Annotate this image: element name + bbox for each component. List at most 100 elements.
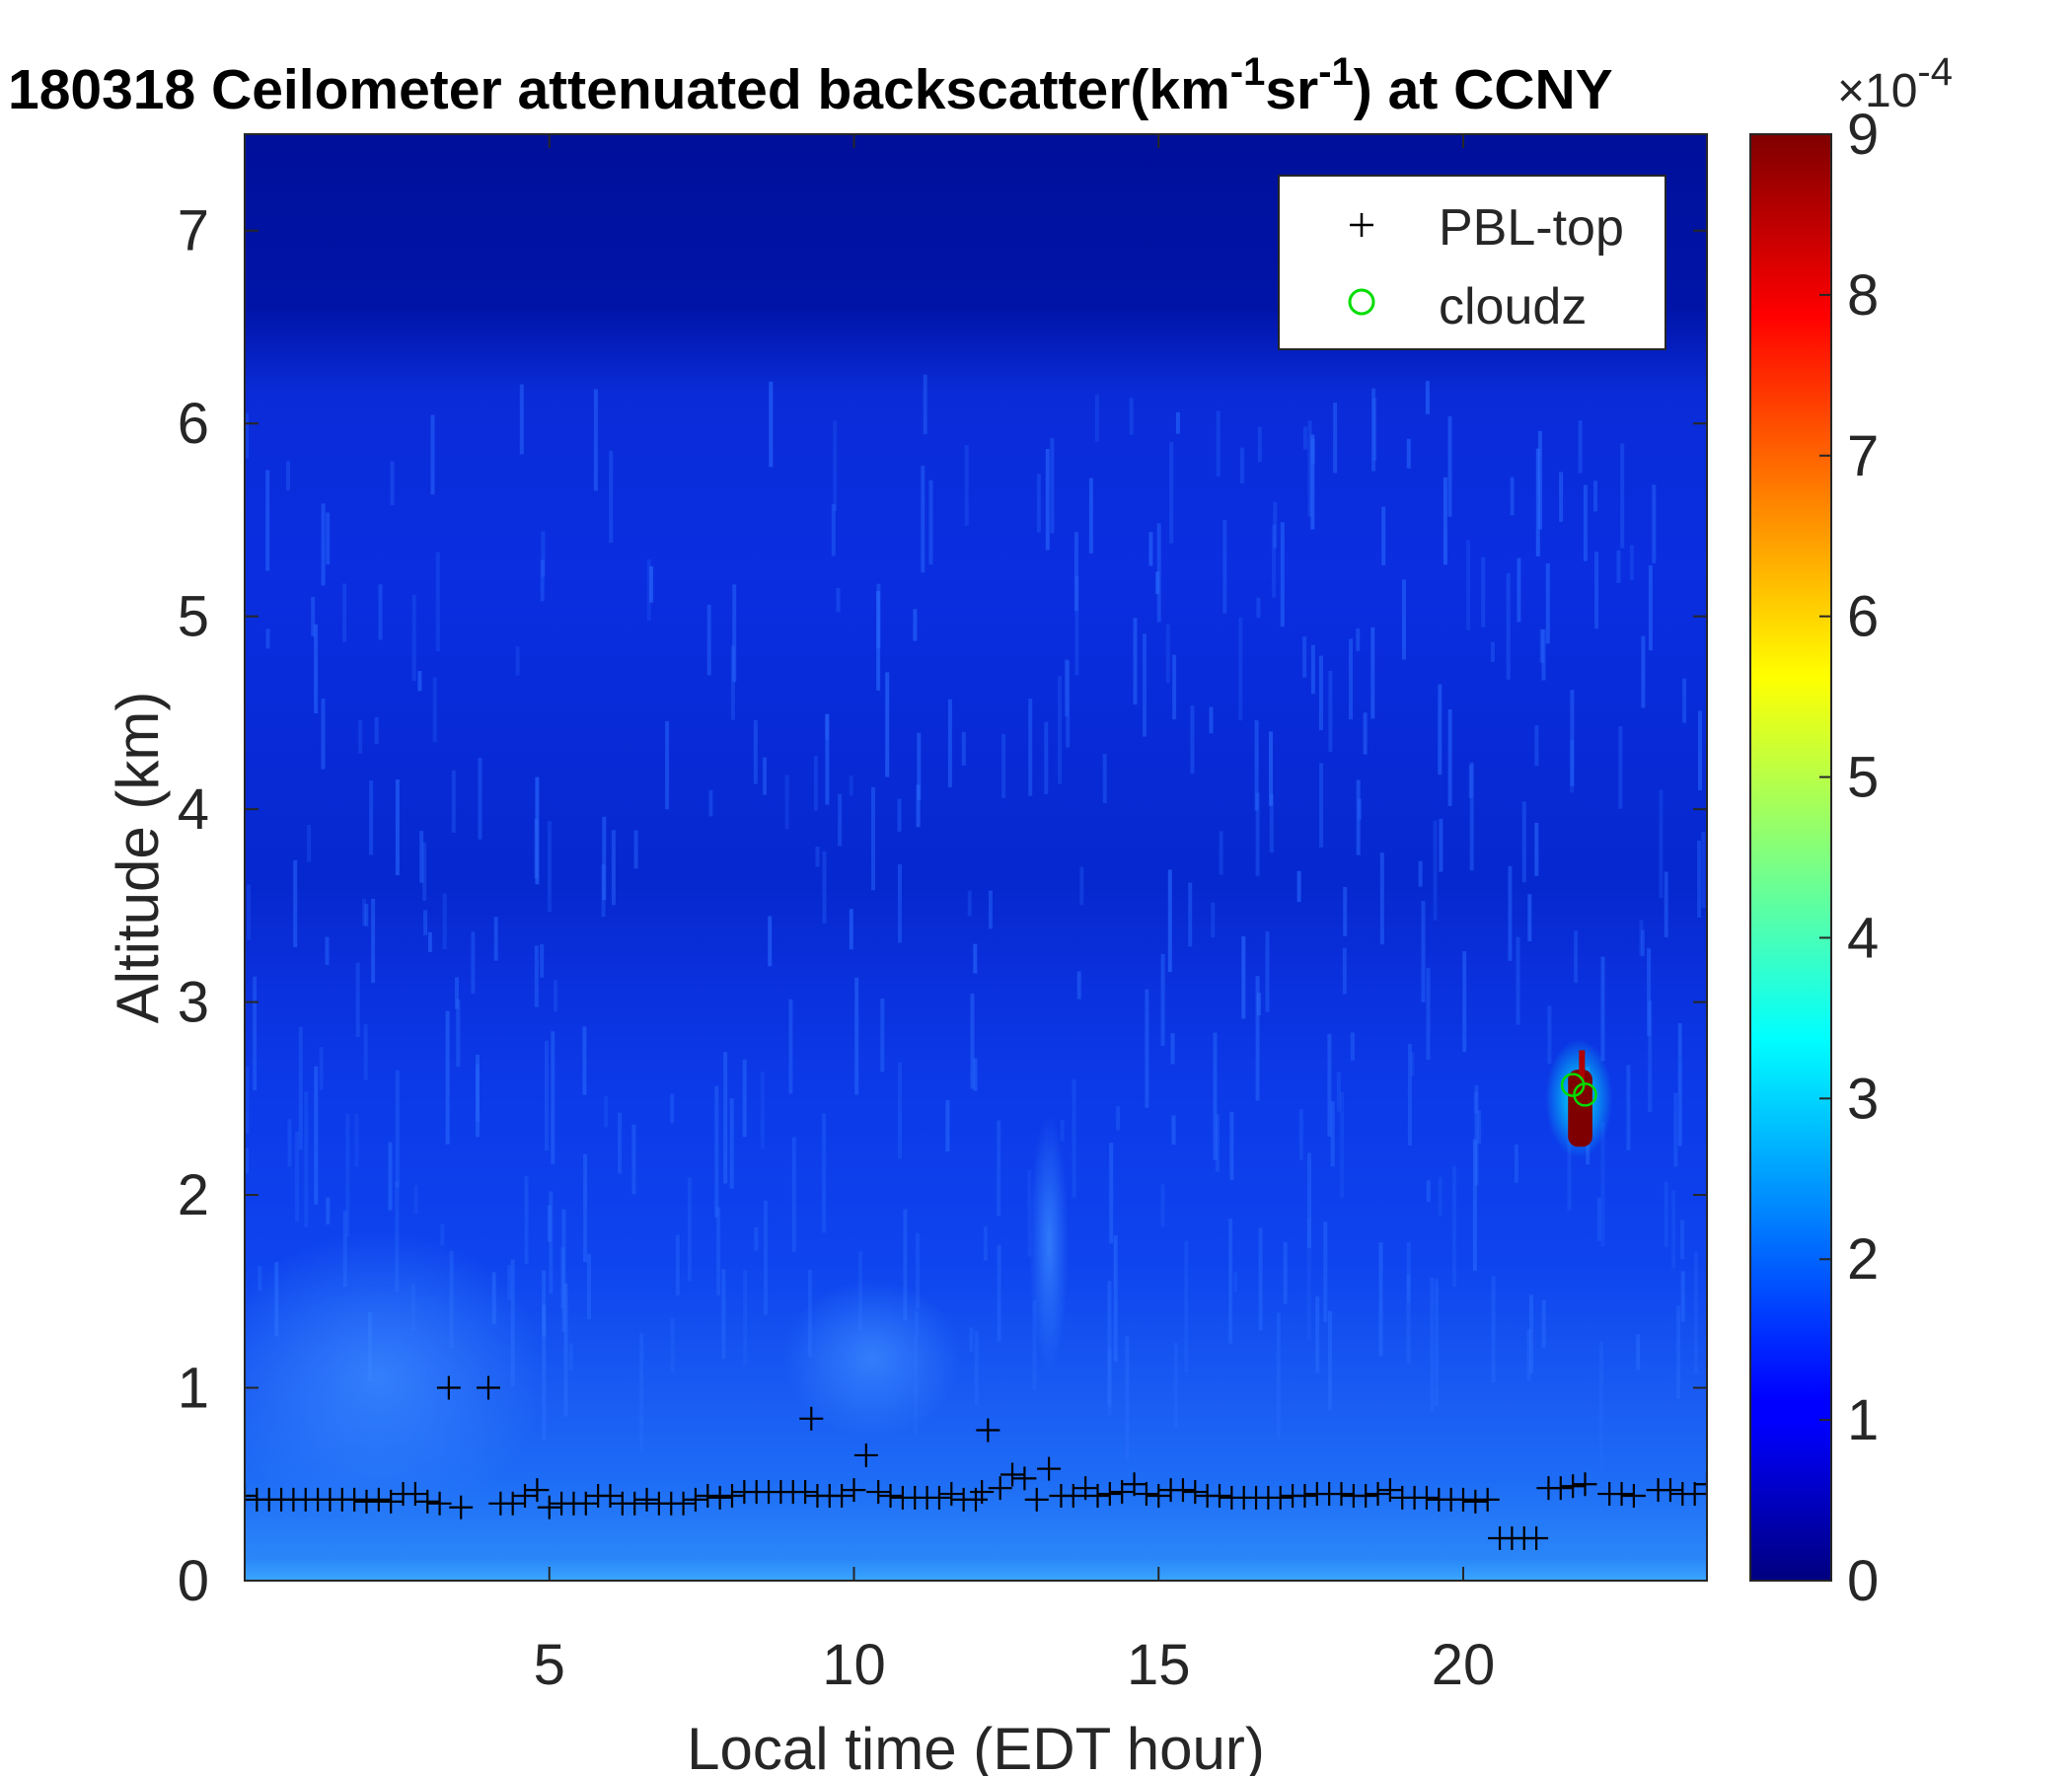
field-streak bbox=[1107, 1348, 1112, 1415]
field-streak bbox=[1406, 438, 1411, 469]
pbl-top-point bbox=[1208, 1483, 1231, 1508]
colorbar-tick-label: 5 bbox=[1847, 746, 1879, 810]
colorbar-tick-label: 8 bbox=[1847, 263, 1879, 328]
colorbar-tick-label: 1 bbox=[1847, 1388, 1879, 1452]
pbl-top-point bbox=[1122, 1472, 1147, 1497]
field-streak bbox=[298, 1026, 303, 1150]
field-streak bbox=[947, 699, 952, 788]
field-streak bbox=[1468, 765, 1473, 798]
field-layers bbox=[245, 374, 1706, 1526]
field-streak bbox=[1626, 1065, 1631, 1150]
field-streak bbox=[1379, 852, 1384, 945]
field-streak bbox=[307, 825, 312, 862]
pbl-top-point bbox=[1561, 1474, 1586, 1499]
pbl-top-point bbox=[830, 1483, 854, 1508]
legend-pbl-label: PBL-top bbox=[1439, 199, 1624, 257]
field-streak bbox=[1594, 552, 1599, 629]
field-streak bbox=[618, 1112, 622, 1174]
field-streak bbox=[1283, 1242, 1288, 1304]
field-streak bbox=[788, 999, 793, 1094]
field-streak bbox=[587, 1253, 591, 1320]
field-streak bbox=[768, 916, 773, 967]
y-tick-label: 7 bbox=[178, 199, 209, 263]
field-aerosol-blob bbox=[1029, 1114, 1070, 1371]
field-streak bbox=[723, 1052, 728, 1184]
cloudz-point bbox=[1573, 1082, 1597, 1107]
field-streak bbox=[471, 931, 476, 995]
field-streak bbox=[1173, 1343, 1178, 1429]
field-streak bbox=[639, 1333, 644, 1450]
field-streak bbox=[1256, 597, 1261, 619]
field-streak bbox=[1167, 869, 1172, 973]
field-streak bbox=[378, 584, 383, 640]
field-streak bbox=[1064, 659, 1069, 717]
field-streak bbox=[321, 699, 326, 770]
field-streak bbox=[1435, 1279, 1440, 1407]
pbl-top-point bbox=[878, 1483, 903, 1508]
field-streak bbox=[1648, 564, 1653, 651]
field-streak bbox=[1363, 712, 1368, 755]
field-streak bbox=[1239, 447, 1244, 483]
field-streak bbox=[1001, 733, 1006, 798]
field-streak bbox=[921, 466, 925, 573]
colorbar-tick-label: 7 bbox=[1847, 424, 1879, 488]
pbl-top-point bbox=[1682, 1482, 1707, 1507]
field-streak bbox=[1693, 1252, 1698, 1373]
field-streak bbox=[390, 461, 395, 506]
field-streak bbox=[1265, 930, 1270, 1012]
x-tick-label: 10 bbox=[822, 1633, 886, 1697]
pbl-top-point bbox=[1085, 1483, 1110, 1508]
field-cloud-core bbox=[1568, 1070, 1592, 1147]
field-streak bbox=[1160, 953, 1165, 1046]
y-tick-label: 5 bbox=[178, 585, 209, 649]
field-streak bbox=[917, 732, 922, 800]
pbl-top-point bbox=[1097, 1482, 1122, 1507]
pbl-top-point bbox=[1061, 1483, 1085, 1508]
field-streak bbox=[1113, 1235, 1118, 1363]
field-streak bbox=[524, 1176, 529, 1265]
field-streak bbox=[897, 798, 902, 832]
field-streak bbox=[1652, 484, 1657, 563]
field-streak bbox=[1303, 426, 1307, 450]
field-streak bbox=[1547, 1005, 1552, 1065]
pbl-top-point bbox=[926, 1485, 951, 1510]
pbl-top-point bbox=[799, 1406, 824, 1431]
field-streak bbox=[1664, 1181, 1668, 1247]
pbl-top-point bbox=[793, 1480, 818, 1505]
field-streak bbox=[1641, 635, 1646, 708]
field-streak bbox=[1330, 1101, 1335, 1167]
field-streak bbox=[1598, 1341, 1603, 1469]
pbl-top-point bbox=[988, 1476, 1012, 1501]
field-streak bbox=[1451, 1165, 1456, 1288]
field-streak bbox=[245, 1147, 250, 1174]
field-cloud-core bbox=[1579, 1050, 1586, 1079]
pbl-top-point bbox=[513, 1483, 538, 1508]
field-streak bbox=[1145, 989, 1149, 1108]
field-streak bbox=[1045, 449, 1050, 551]
field-streak bbox=[423, 910, 428, 935]
field-streak bbox=[1310, 434, 1315, 530]
pbl-top-point bbox=[623, 1491, 647, 1516]
field-streak bbox=[997, 1120, 1001, 1217]
field-streak bbox=[1188, 882, 1193, 947]
field-streak bbox=[974, 1330, 979, 1406]
field-streak bbox=[455, 977, 459, 1009]
field-streak bbox=[1378, 1242, 1383, 1357]
field-streak bbox=[1521, 801, 1526, 883]
field-streak bbox=[582, 1026, 587, 1095]
pbl-top-point bbox=[842, 1478, 866, 1503]
field-streak bbox=[764, 1200, 768, 1315]
field-streak bbox=[1541, 629, 1546, 681]
field-streak bbox=[1027, 1169, 1032, 1257]
field-streak bbox=[1559, 472, 1564, 522]
x-tick-label: 5 bbox=[534, 1633, 565, 1697]
field-streak bbox=[1074, 576, 1079, 676]
field-streak bbox=[1508, 865, 1513, 961]
field-aerosol-blob bbox=[245, 1229, 547, 1526]
field-streak bbox=[880, 998, 885, 1073]
pbl-top-point bbox=[1183, 1480, 1208, 1505]
pbl-top-point bbox=[696, 1483, 720, 1508]
y-tick-label: 0 bbox=[178, 1549, 209, 1613]
field-streak bbox=[1241, 935, 1246, 1019]
field-streak bbox=[1616, 550, 1621, 583]
